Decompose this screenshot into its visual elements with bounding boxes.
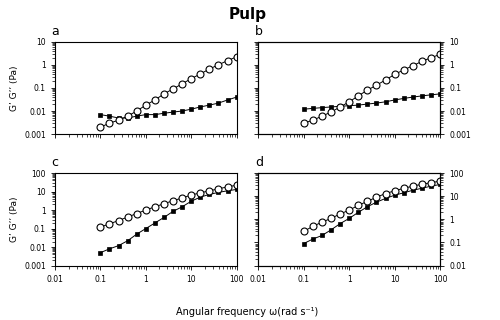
Text: b: b xyxy=(255,25,262,38)
Text: d: d xyxy=(255,156,263,169)
Y-axis label: G’ G’’ (Pa): G’ G’’ (Pa) xyxy=(10,65,18,111)
Text: Pulp: Pulp xyxy=(228,7,266,22)
Text: c: c xyxy=(52,156,59,169)
Text: Angular frequency ω(rad s⁻¹): Angular frequency ω(rad s⁻¹) xyxy=(176,307,318,317)
Text: a: a xyxy=(52,25,59,38)
Y-axis label: G’ G’’ (Pa): G’ G’’ (Pa) xyxy=(10,196,18,242)
